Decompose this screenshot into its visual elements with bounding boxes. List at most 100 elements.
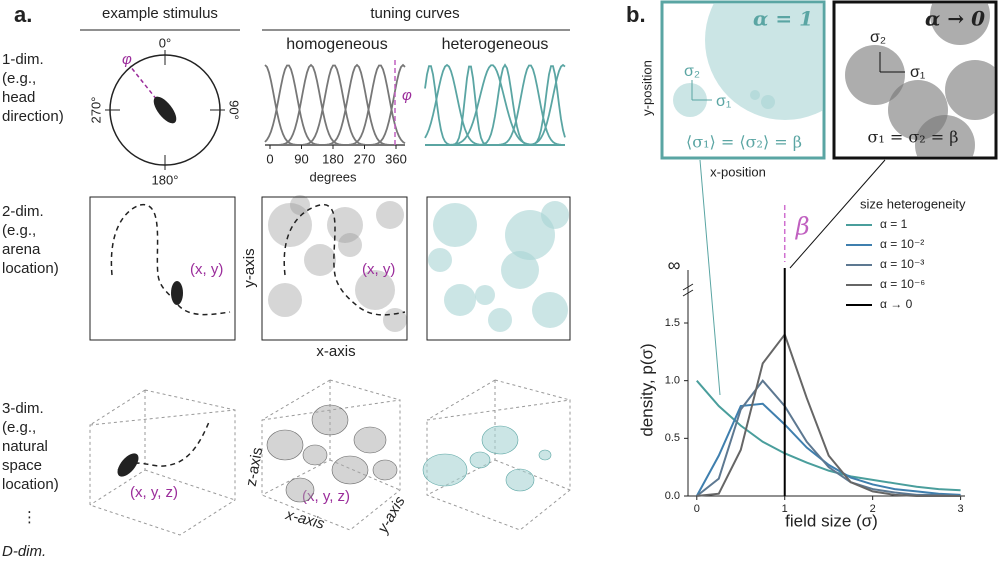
row-label: D-dim.	[2, 543, 46, 560]
axes-arrows	[691, 80, 712, 101]
field-3d	[266, 429, 304, 461]
field	[268, 203, 312, 247]
field-3d	[372, 459, 398, 481]
line: head	[2, 89, 35, 106]
phi: φ	[122, 51, 132, 68]
y-tick-label: 0.0	[665, 490, 680, 502]
phi: φ	[402, 87, 412, 104]
field	[290, 195, 310, 215]
animal	[171, 281, 183, 305]
x-axis-label: field size (σ)	[785, 511, 878, 530]
compass-label: 270°	[88, 97, 103, 124]
header: heterogeneous	[442, 36, 549, 53]
field	[433, 203, 477, 247]
legend-label: α = 1	[880, 217, 908, 231]
axes-arrows	[879, 52, 905, 73]
place-fields	[268, 195, 569, 332]
tuning-tick-label: 180	[322, 151, 344, 166]
row-label: 3-dim. (e.g., natural space location)	[2, 400, 59, 493]
field-3d	[481, 425, 519, 455]
tuning-tick-label: 360	[385, 151, 407, 166]
field	[488, 308, 512, 332]
axis-label: z-axis	[243, 446, 267, 488]
tuning-tick-label: 0	[266, 151, 273, 166]
field	[327, 207, 363, 243]
compass-label: 90°	[227, 100, 242, 120]
trajectory	[283, 204, 406, 316]
x-tick-label: 1	[782, 503, 788, 515]
line: space	[2, 457, 42, 474]
line: natural	[2, 438, 48, 455]
field-3d	[353, 426, 387, 454]
field-3d	[422, 453, 468, 487]
field-3d	[538, 449, 552, 461]
field	[355, 270, 395, 310]
line: 2-dim.	[2, 203, 44, 220]
sigma: σ₂	[870, 29, 886, 46]
trajectory	[110, 204, 231, 316]
line: direction)	[2, 108, 64, 125]
infinity-label: ∞	[668, 255, 681, 275]
tuning-curve	[265, 63, 406, 146]
line: location)	[2, 476, 59, 493]
sigma: σ₁	[910, 64, 925, 81]
axis-label: x-axis	[283, 506, 327, 533]
line: arena	[2, 241, 41, 258]
box-3d	[89, 379, 571, 536]
field	[532, 292, 568, 328]
axis-label: y-position	[639, 60, 654, 116]
legend-label: α → 0	[880, 297, 913, 311]
field	[428, 248, 452, 272]
tuning-curve	[425, 63, 566, 146]
inset-title: α → 0	[925, 7, 985, 31]
field	[304, 244, 336, 276]
series-line	[695, 402, 961, 497]
axis-label: x-position	[710, 164, 766, 179]
sigma: σ₁	[716, 93, 731, 110]
line: (e.g.,	[2, 70, 36, 87]
ellipsis: ⋮	[22, 509, 37, 526]
tuning-curve	[264, 64, 405, 146]
line: 1-dim.	[2, 51, 44, 68]
place-fields-3d	[266, 404, 552, 503]
legend-label: α = 10⁻³	[880, 257, 924, 271]
row-label: 2-dim. (e.g., arena location)	[2, 203, 59, 277]
axis-break	[682, 283, 694, 297]
line: (e.g.,	[2, 419, 36, 436]
line: (e.g.,	[2, 222, 36, 239]
animal	[117, 453, 139, 477]
position: (x, y, z)	[130, 484, 178, 501]
legend-label: α = 10⁻⁶	[880, 277, 925, 291]
field-3d	[311, 404, 349, 436]
axis-label: y-axis	[374, 493, 409, 537]
tuning-curve	[265, 63, 405, 146]
inset-equation: ⟨σ₁⟩ = ⟨σ₂⟩ = β	[686, 133, 802, 152]
row-label: 1-dim. (e.g., head direction)	[2, 51, 64, 125]
panel-label: a.	[14, 2, 32, 27]
field	[541, 201, 569, 229]
x-tick-label: 2	[870, 503, 876, 515]
x-tick-label: 3	[958, 503, 964, 515]
tuning-xlabel: degrees	[310, 169, 357, 184]
arena	[426, 196, 571, 341]
field	[338, 233, 362, 257]
beta-label: β	[795, 213, 810, 241]
tuning-curves: 0 90 180 270 360	[264, 63, 566, 166]
x-tick-label: 0	[694, 503, 700, 515]
header: tuning curves	[370, 5, 459, 22]
arena	[89, 196, 236, 341]
y-tick-label: 1.0	[665, 375, 680, 387]
field-3d	[302, 444, 328, 466]
field	[475, 285, 495, 305]
tuning-curve	[264, 63, 405, 146]
inset-title: α = 1	[753, 7, 813, 31]
axis-label: y-axis	[241, 248, 258, 287]
fly	[153, 96, 177, 124]
y-tick-label: 1.5	[665, 317, 680, 329]
line: 3-dim.	[2, 400, 44, 417]
field	[268, 283, 302, 317]
tuning-tick-label: 90	[294, 151, 308, 166]
field-3d	[505, 468, 535, 492]
field-3d	[469, 451, 491, 469]
